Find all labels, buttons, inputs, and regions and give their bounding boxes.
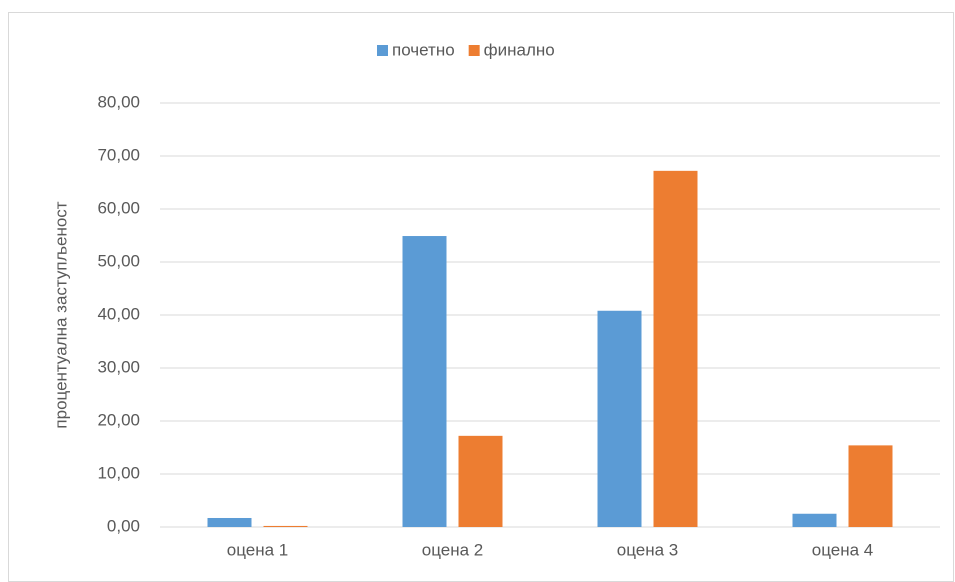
- y-tick-label: 50,00: [97, 251, 140, 270]
- y-tick-label: 70,00: [97, 145, 140, 164]
- legend-swatch: [468, 45, 480, 56]
- bar: [597, 310, 642, 527]
- bar: [848, 445, 893, 527]
- y-tick-label: 40,00: [97, 304, 140, 323]
- bar: [792, 513, 837, 527]
- legend-swatch: [377, 45, 388, 56]
- y-tick-label: 80,00: [97, 92, 140, 111]
- x-tick-label: оцена 2: [422, 540, 483, 559]
- y-tick-label: 10,00: [97, 463, 140, 482]
- bar: [653, 170, 698, 527]
- y-tick-label: 20,00: [97, 410, 140, 429]
- bar: [207, 517, 252, 527]
- x-tick-label: оцена 1: [227, 540, 288, 559]
- x-tick-label: оцена 4: [812, 540, 873, 559]
- legend-label: финално: [484, 40, 555, 59]
- bar: [263, 525, 308, 527]
- y-axis-label: процентуална заступљеност: [51, 201, 70, 428]
- bar: [458, 435, 503, 527]
- legend-label: почетно: [392, 40, 455, 59]
- x-tick-label: оцена 3: [617, 540, 678, 559]
- y-tick-label: 60,00: [97, 198, 140, 217]
- y-tick-label: 30,00: [97, 357, 140, 376]
- bar: [402, 236, 447, 527]
- y-tick-label: 0,00: [107, 516, 140, 535]
